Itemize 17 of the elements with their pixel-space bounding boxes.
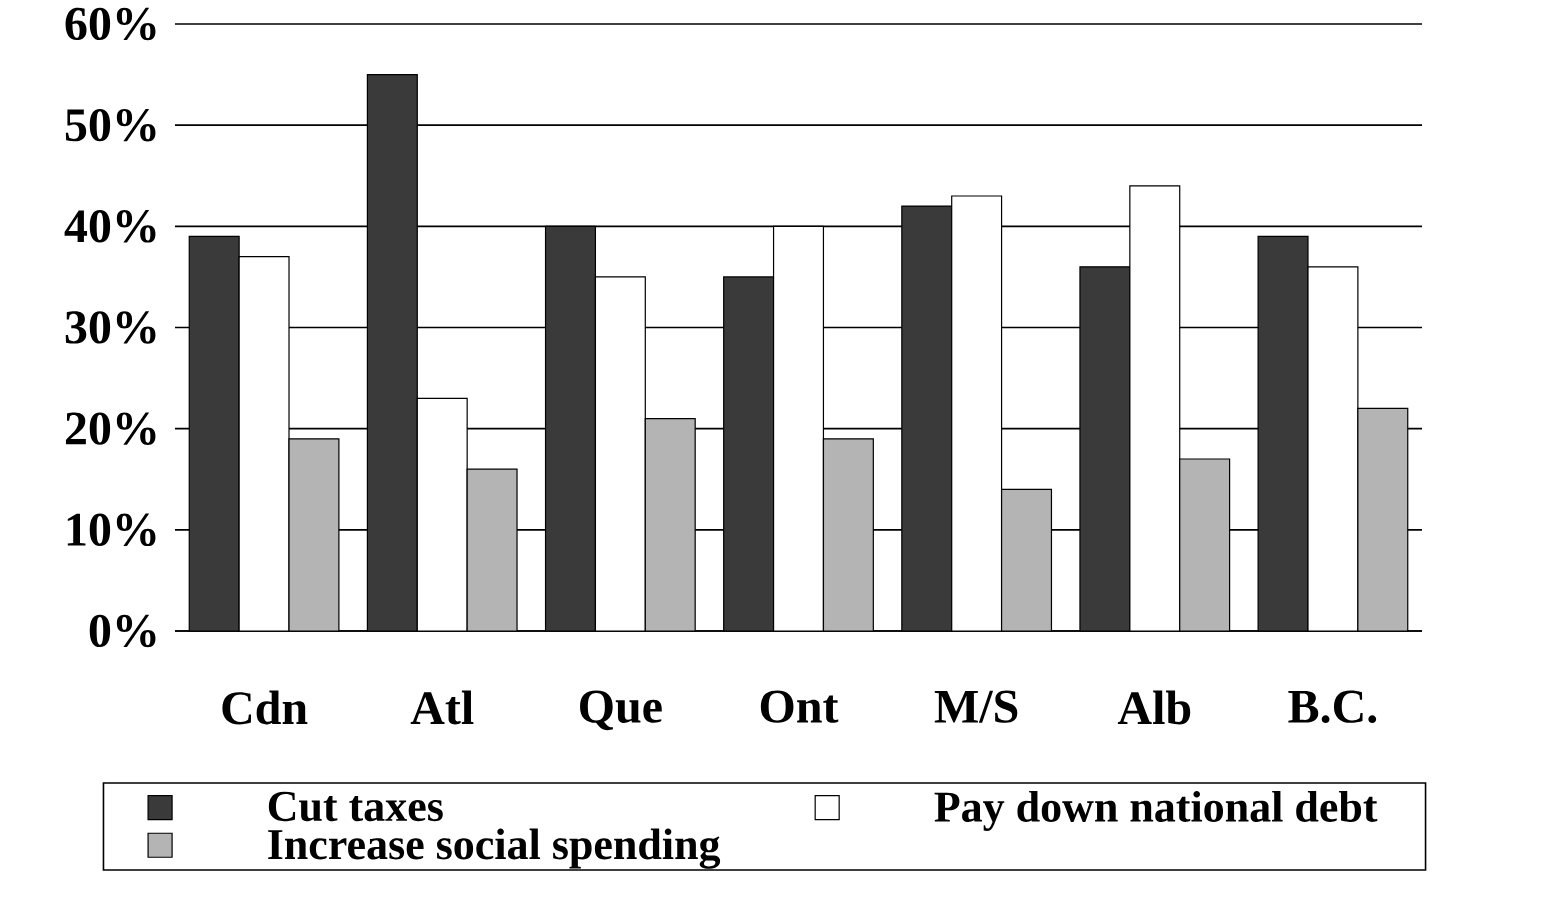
x-tick-label: M/S	[934, 690, 1018, 723]
y-tick-label: 20%	[65, 412, 156, 445]
legend-label: Pay down national debt	[934, 790, 1378, 831]
x-tick-label: B.C.	[1288, 690, 1377, 724]
x-tick-label: Ont	[760, 690, 839, 723]
y-tick-label: 0%	[89, 614, 156, 648]
x-tick-label: Atl	[410, 690, 474, 725]
x-tick-label: Que	[580, 690, 662, 731]
y-tick-label: 30%	[65, 311, 156, 344]
x-tick-label: Cdn	[222, 690, 308, 725]
y-tick-label: 50%	[65, 108, 156, 142]
legend-label: Increase social spending	[268, 828, 721, 869]
y-tick-label: 40%	[64, 210, 156, 243]
y-tick-label: 60%	[65, 7, 156, 41]
x-tick-label: Alb	[1117, 690, 1191, 725]
y-tick-label: 10%	[67, 513, 156, 547]
legend-label: Cut taxes	[268, 791, 443, 822]
